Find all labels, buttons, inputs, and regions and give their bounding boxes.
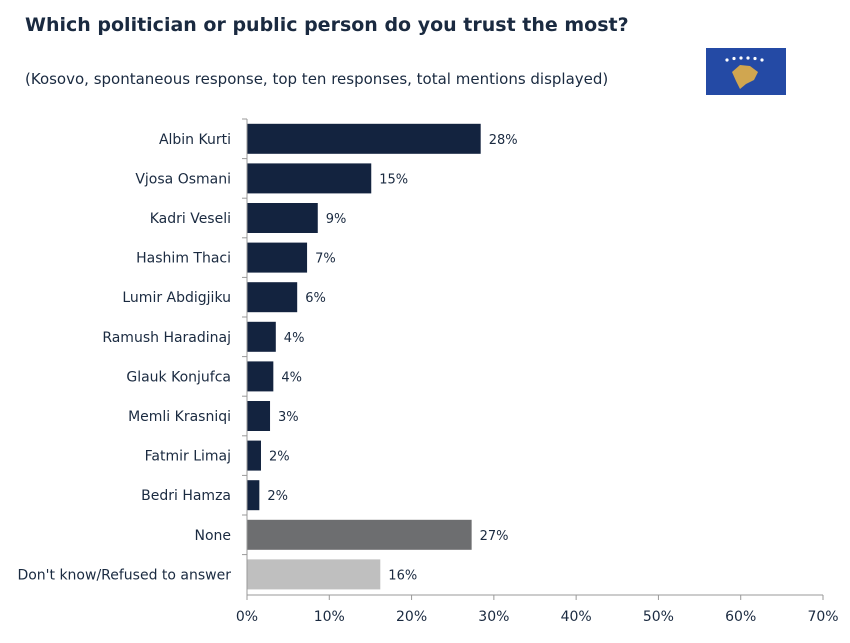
bar: [247, 519, 472, 550]
category-label: Glauk Konjufca: [126, 369, 231, 385]
data-label: 28%: [489, 133, 518, 148]
category-label: Albin Kurti: [159, 132, 231, 148]
category-label: Hashim Thaci: [136, 251, 231, 267]
data-label: 15%: [379, 172, 408, 187]
category-label: Bedri Hamza: [141, 488, 231, 504]
data-label: 9%: [326, 212, 347, 227]
bar: [247, 203, 318, 233]
category-label: Ramush Haradinaj: [102, 330, 231, 346]
category-label: None: [194, 528, 231, 544]
x-tick-label: 40%: [561, 609, 592, 625]
kosovo-flag-icon: [706, 48, 786, 95]
bar: [247, 282, 298, 313]
category-label: Kadri Veseli: [150, 211, 231, 227]
chart-title: Which politician or public person do you…: [25, 14, 629, 36]
category-label: Lumir Abdigjiku: [122, 290, 231, 306]
bar: [247, 440, 261, 471]
bar: [247, 559, 381, 590]
x-tick-label: 50%: [643, 609, 674, 625]
category-label: Vjosa Osmani: [135, 171, 231, 187]
bar: [247, 480, 260, 511]
x-tick-label: 60%: [725, 609, 756, 625]
data-label: 6%: [305, 291, 326, 306]
x-tick-label: 70%: [807, 609, 838, 625]
bar: [247, 361, 274, 392]
data-label: 2%: [267, 489, 288, 504]
bar: [247, 123, 481, 154]
category-label: Don't know/Refused to answer: [17, 567, 231, 583]
chart-subtitle: (Kosovo, spontaneous response, top ten r…: [25, 70, 609, 88]
x-tick-label: 30%: [478, 609, 509, 625]
data-label: 27%: [480, 529, 509, 544]
data-label: 7%: [315, 252, 336, 267]
data-label: 2%: [269, 450, 290, 465]
bar: [247, 163, 372, 194]
data-label: 4%: [284, 331, 305, 346]
category-label: Fatmir Limaj: [145, 449, 231, 465]
x-tick-label: 10%: [314, 609, 345, 625]
x-tick-label: 0%: [236, 609, 258, 625]
category-label: Memli Krasniqi: [128, 409, 231, 425]
bar: [247, 242, 308, 273]
bar: [247, 321, 276, 352]
data-label: 16%: [388, 568, 417, 583]
bar: [247, 401, 271, 431]
data-label: 3%: [278, 410, 299, 425]
data-label: 4%: [281, 370, 302, 385]
x-tick-label: 20%: [396, 609, 427, 625]
